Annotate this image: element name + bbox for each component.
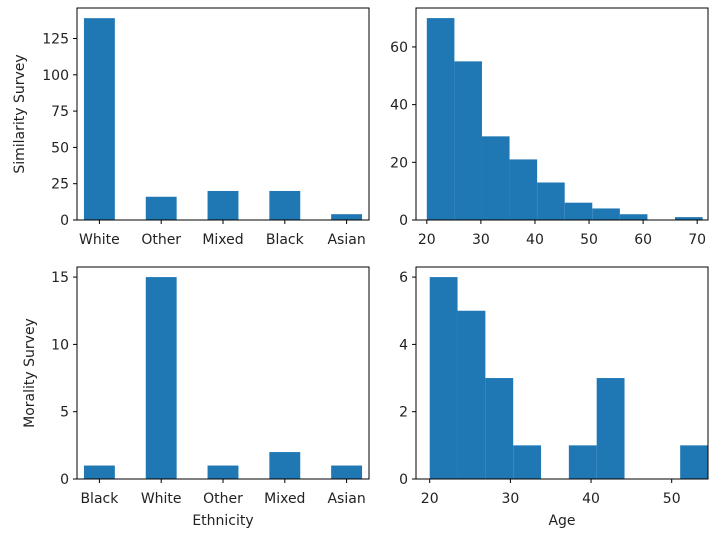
x-tick-label: 50 bbox=[580, 232, 598, 248]
x-tick-label: 30 bbox=[472, 232, 490, 248]
bar-black bbox=[83, 465, 115, 479]
x-tick-label: Black bbox=[266, 232, 305, 248]
y-tick-label: 0 bbox=[399, 213, 408, 229]
bar-other bbox=[145, 196, 177, 220]
histogram-bin-5 bbox=[568, 445, 597, 479]
histogram-bin-2 bbox=[481, 136, 510, 220]
histogram-bin-9 bbox=[680, 445, 708, 479]
bar-black bbox=[269, 190, 301, 220]
y-tick-label: 75 bbox=[51, 104, 69, 120]
subplot-bottom-left: Black White Other Mixed Asian 0 5 10 15 Morality … bbox=[22, 266, 370, 529]
x-axis-title: Age bbox=[548, 513, 575, 529]
y-tick-label: 40 bbox=[390, 98, 408, 114]
histogram-bin-3 bbox=[509, 159, 538, 220]
histogram-bin-0 bbox=[426, 18, 455, 220]
axes-frame bbox=[415, 7, 709, 221]
histogram-bin-4 bbox=[537, 182, 565, 220]
x-tick-label: White bbox=[141, 491, 182, 507]
histogram-bin-1 bbox=[457, 310, 486, 479]
subplot-top-left: White Other Mixed Black Asian 0 25 50 75 100 125 Si… bbox=[12, 7, 370, 248]
x-tick-label: Asian bbox=[327, 491, 365, 507]
bar-asian bbox=[331, 465, 363, 479]
x-axis-title: Ethnicity bbox=[192, 513, 253, 529]
histogram-bin-6 bbox=[592, 208, 620, 220]
histogram-bin-1 bbox=[454, 61, 482, 221]
histogram-bin-7 bbox=[619, 214, 648, 220]
x-tick-label: Other bbox=[203, 491, 243, 507]
x-tick-label: 20 bbox=[418, 232, 436, 248]
bar-other bbox=[207, 465, 239, 479]
bar-mixed bbox=[269, 452, 301, 479]
x-tick-label: Mixed bbox=[264, 491, 305, 507]
y-tick-label: 0 bbox=[399, 472, 408, 488]
x-tick-label: White bbox=[79, 232, 120, 248]
histogram-bin-3 bbox=[513, 445, 542, 479]
histogram-bin-6 bbox=[596, 378, 625, 479]
histogram-bin-5 bbox=[564, 202, 593, 220]
y-tick-label: 50 bbox=[51, 140, 69, 156]
x-tick-label: Other bbox=[141, 232, 181, 248]
subplot-bottom-right: 20 30 40 50 0 2 4 6 Age bbox=[399, 266, 709, 529]
x-tick-label: 60 bbox=[634, 232, 652, 248]
x-tick-label: Black bbox=[80, 491, 119, 507]
y-tick-label: 2 bbox=[399, 405, 408, 421]
x-tick-label: Mixed bbox=[202, 232, 243, 248]
axes-frame bbox=[76, 266, 370, 480]
axes-frame bbox=[76, 7, 370, 221]
x-tick-label: Asian bbox=[327, 232, 365, 248]
y-tick-label: 5 bbox=[60, 405, 69, 421]
x-tick-label: 40 bbox=[526, 232, 544, 248]
y-tick-label: 4 bbox=[399, 337, 408, 353]
y-tick-label: 20 bbox=[390, 155, 408, 171]
bar-white bbox=[145, 277, 177, 479]
y-tick-label: 60 bbox=[390, 40, 408, 56]
y-tick-label: 0 bbox=[60, 472, 69, 488]
x-tick-label: 50 bbox=[663, 491, 681, 507]
x-tick-label: 30 bbox=[501, 491, 519, 507]
y-axis-title: Morality Survey bbox=[22, 318, 38, 428]
subplot-top-right: 20 30 40 50 60 70 0 20 40 60 bbox=[390, 7, 709, 248]
x-tick-label: 40 bbox=[582, 491, 600, 507]
y-tick-label: 125 bbox=[42, 31, 69, 47]
y-tick-label: 15 bbox=[51, 270, 69, 286]
bar-mixed bbox=[207, 190, 239, 220]
bar-white bbox=[83, 18, 115, 220]
x-tick-label: 20 bbox=[421, 491, 439, 507]
axes-frame bbox=[415, 266, 709, 480]
histogram-bin-0 bbox=[429, 277, 458, 479]
y-tick-label: 100 bbox=[42, 68, 69, 84]
histogram-bin-2 bbox=[485, 378, 514, 479]
histogram-bin-9 bbox=[675, 217, 703, 220]
y-tick-label: 10 bbox=[51, 337, 69, 353]
y-axis-title: Similarity Survey bbox=[12, 54, 28, 173]
y-tick-label: 0 bbox=[60, 213, 69, 229]
x-tick-label: 70 bbox=[688, 232, 706, 248]
y-tick-label: 25 bbox=[51, 177, 69, 193]
y-tick-label: 6 bbox=[399, 270, 408, 286]
bar-asian bbox=[331, 214, 363, 220]
